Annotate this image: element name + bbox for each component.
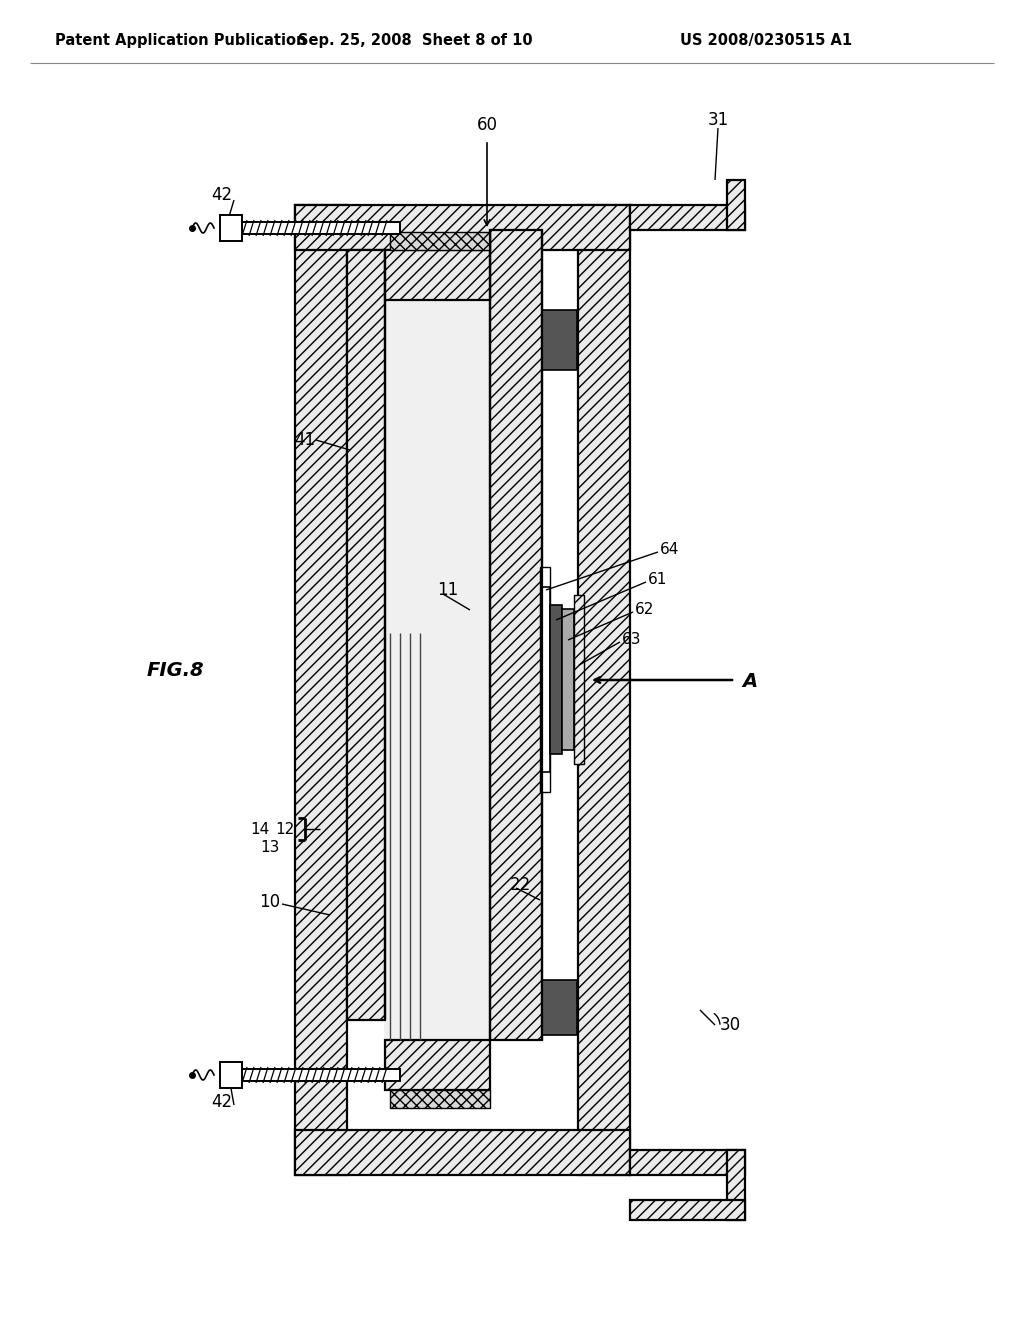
- Text: 63: 63: [622, 632, 641, 648]
- Bar: [540, 568, 550, 792]
- Text: 62: 62: [635, 602, 654, 618]
- Bar: [295, 1130, 630, 1175]
- Bar: [490, 230, 542, 1040]
- Bar: [385, 1040, 490, 1090]
- Text: 31: 31: [708, 111, 729, 129]
- Text: US 2008/0230515 A1: US 2008/0230515 A1: [680, 33, 852, 48]
- Bar: [578, 205, 630, 1175]
- Text: Sep. 25, 2008  Sheet 8 of 10: Sep. 25, 2008 Sheet 8 of 10: [298, 33, 532, 48]
- Bar: [385, 300, 542, 1040]
- Bar: [727, 1150, 745, 1220]
- Bar: [385, 249, 490, 300]
- Bar: [574, 595, 584, 764]
- Text: 10: 10: [259, 894, 280, 911]
- Text: 13: 13: [261, 841, 280, 855]
- Text: 12: 12: [275, 822, 295, 837]
- Bar: [390, 232, 490, 249]
- Text: 41: 41: [294, 432, 315, 449]
- Bar: [727, 180, 745, 230]
- Bar: [630, 205, 745, 230]
- Text: 22: 22: [510, 876, 531, 894]
- Text: 61: 61: [648, 573, 668, 587]
- Bar: [242, 222, 400, 234]
- Text: 14: 14: [251, 822, 270, 837]
- Bar: [385, 300, 490, 1040]
- Bar: [220, 215, 242, 242]
- Bar: [385, 300, 490, 1040]
- Bar: [542, 310, 577, 370]
- Bar: [542, 587, 550, 772]
- Bar: [542, 979, 577, 1035]
- Bar: [630, 1150, 745, 1175]
- Text: A: A: [742, 672, 757, 690]
- Text: 64: 64: [660, 543, 679, 557]
- Text: Patent Application Publication: Patent Application Publication: [55, 33, 306, 48]
- Text: 11: 11: [437, 581, 459, 599]
- Text: 60: 60: [476, 116, 498, 135]
- Bar: [562, 609, 574, 750]
- Bar: [550, 605, 562, 754]
- Bar: [347, 249, 385, 1020]
- Text: FIG.8: FIG.8: [146, 660, 204, 680]
- Text: 30: 30: [720, 1016, 741, 1034]
- Bar: [390, 1090, 490, 1107]
- Text: 42: 42: [211, 186, 232, 205]
- Bar: [242, 1069, 400, 1081]
- Bar: [630, 1200, 745, 1220]
- Text: 42: 42: [211, 1093, 232, 1111]
- Bar: [295, 205, 347, 1175]
- Bar: [295, 205, 630, 249]
- Bar: [220, 1063, 242, 1088]
